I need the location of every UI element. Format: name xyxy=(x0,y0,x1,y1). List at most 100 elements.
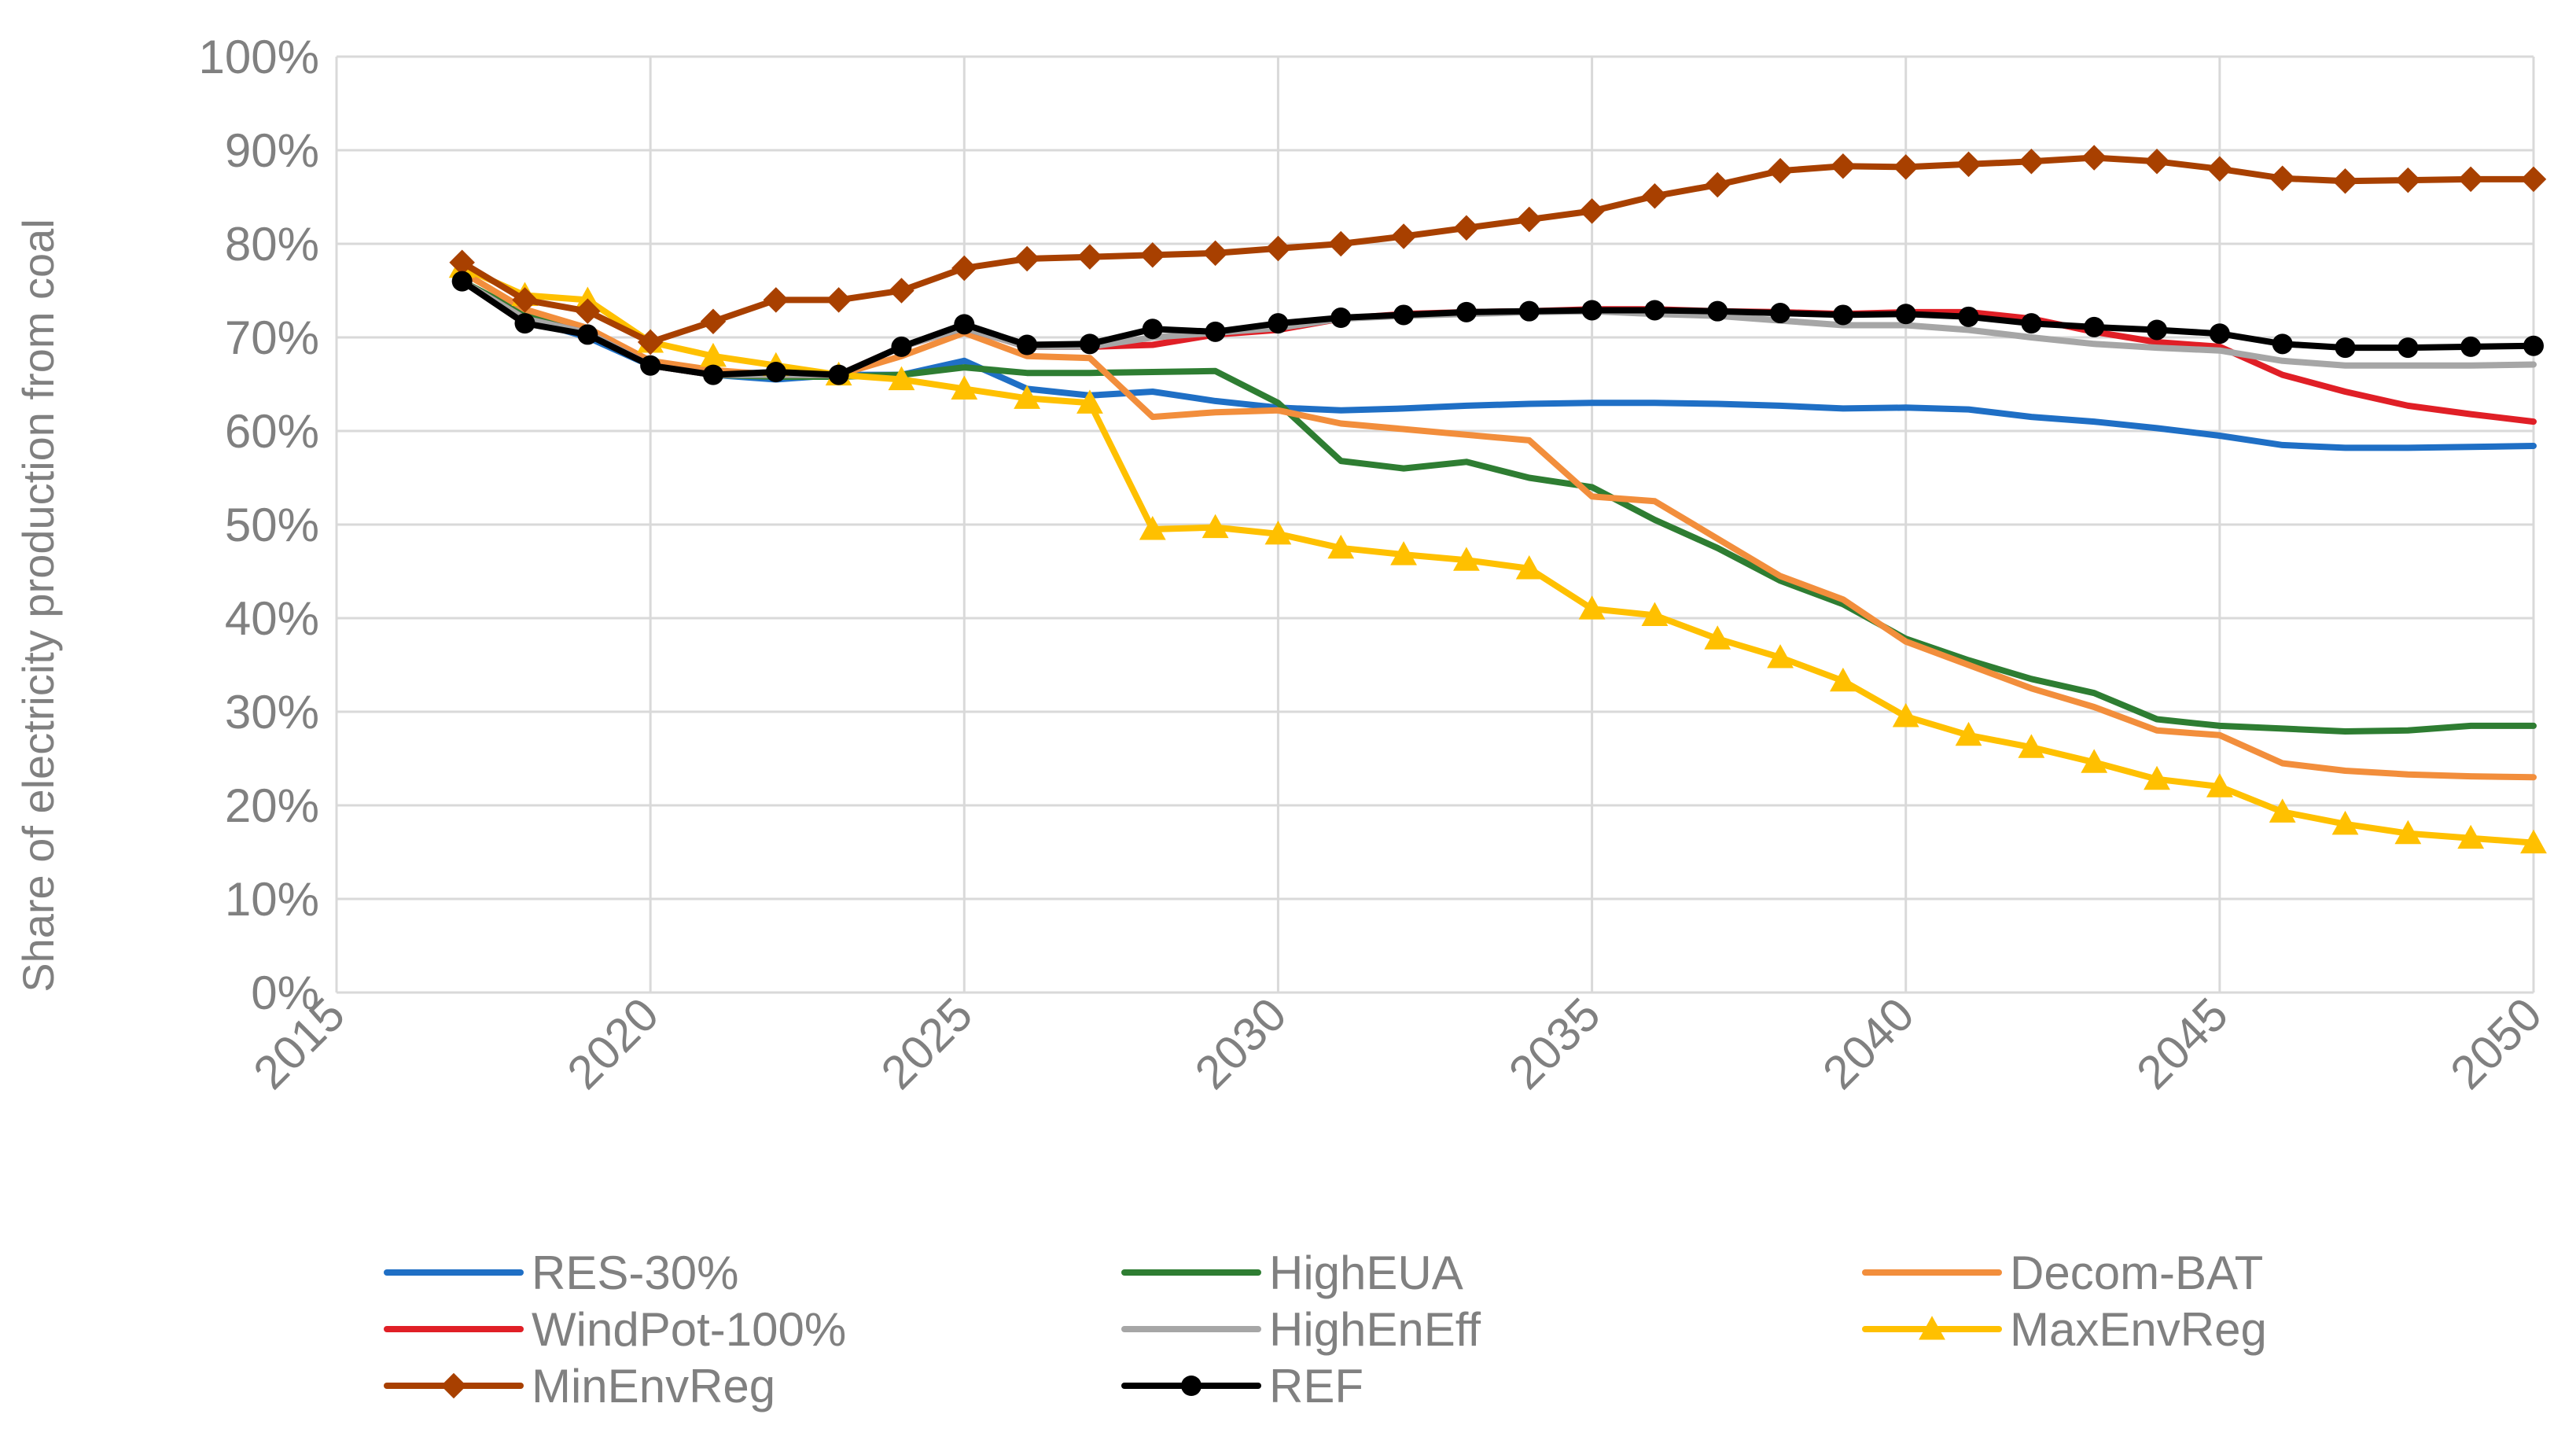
data-point xyxy=(1076,244,1103,270)
data-point xyxy=(954,314,975,335)
data-point xyxy=(1956,151,1982,178)
data-point xyxy=(888,366,915,391)
data-point xyxy=(1642,183,1668,209)
data-point xyxy=(1644,300,1665,321)
series-line-minenvreg xyxy=(458,154,2537,345)
data-point xyxy=(1014,245,1040,272)
data-point xyxy=(1328,230,1354,257)
data-point xyxy=(1704,171,1731,198)
data-point xyxy=(1829,667,1857,692)
data-point xyxy=(1832,304,1853,326)
gridlines xyxy=(335,55,2535,994)
data-point xyxy=(1202,514,1229,539)
data-point xyxy=(1139,516,1166,540)
legend-item-ref: REF xyxy=(1121,1360,1363,1412)
data-point xyxy=(1265,235,1291,262)
y-tick-label: 70% xyxy=(225,311,319,364)
data-point xyxy=(1014,385,1041,409)
data-point xyxy=(1767,644,1794,668)
series-line-maxenvreg xyxy=(458,263,2537,846)
data-point xyxy=(1453,547,1480,571)
data-point xyxy=(951,375,978,400)
data-point xyxy=(2018,734,2045,758)
legend-item-minenvreg: MinEnvReg xyxy=(384,1360,775,1412)
data-point xyxy=(512,287,538,313)
data-point xyxy=(2081,749,2108,773)
data-point xyxy=(1327,534,1355,559)
legend-item-res-30: RES-30% xyxy=(384,1247,738,1299)
data-point xyxy=(2520,829,2547,854)
data-point xyxy=(2144,765,2170,790)
data-point xyxy=(1578,595,1606,620)
data-point xyxy=(891,336,912,357)
data-point xyxy=(1017,334,1038,355)
data-point xyxy=(1581,300,1603,321)
data-point xyxy=(1142,319,1163,340)
y-tick-label: 0% xyxy=(251,967,319,1019)
y-tick-label: 20% xyxy=(225,779,319,832)
data-point xyxy=(951,255,977,282)
data-point xyxy=(577,324,598,345)
data-point xyxy=(889,278,914,304)
data-point xyxy=(826,287,852,313)
data-point xyxy=(1958,306,1979,327)
data-point xyxy=(1707,300,1728,322)
data-point xyxy=(2081,145,2107,171)
y-axis-title: Share of electricity production from coa… xyxy=(13,219,63,993)
data-point xyxy=(1202,240,1228,267)
data-point xyxy=(514,313,535,334)
data-point xyxy=(2335,337,2356,359)
data-point xyxy=(1390,541,1417,565)
data-point xyxy=(1892,703,1919,727)
x-tick-label: 2030 xyxy=(1185,988,1297,1099)
data-point xyxy=(2269,798,2296,823)
data-point xyxy=(2520,166,2547,193)
y-tick-label: 40% xyxy=(225,592,319,645)
series-line-ref xyxy=(458,278,2537,378)
x-tick-label: 2020 xyxy=(558,988,669,1099)
legend-item-higheneff: HighEnEff xyxy=(1121,1303,1481,1356)
data-point xyxy=(640,355,661,376)
data-point xyxy=(828,364,849,385)
legend-item-decom-bat: Decom-BAT xyxy=(1862,1247,2263,1299)
data-point xyxy=(2209,323,2230,344)
legend-label: MinEnvReg xyxy=(532,1360,775,1412)
data-point xyxy=(1393,304,1415,326)
data-point xyxy=(2331,810,2359,835)
data-point xyxy=(1330,308,1352,329)
data-point xyxy=(2457,166,2484,193)
data-point xyxy=(2395,167,2421,193)
data-point xyxy=(1770,303,1791,324)
series-maxenvreg xyxy=(448,253,2547,854)
x-tick-label: 2025 xyxy=(871,988,983,1099)
legend-item-windpot-100: WindPot-100% xyxy=(384,1303,846,1356)
legend-label: Decom-BAT xyxy=(2010,1247,2263,1299)
data-point xyxy=(1390,223,1417,249)
data-point xyxy=(2272,333,2293,355)
data-point xyxy=(2269,165,2295,191)
data-point xyxy=(2206,773,2233,797)
legend-item-maxenvreg: MaxEnvReg xyxy=(1862,1303,2267,1356)
data-point xyxy=(1268,313,1289,334)
series-ref xyxy=(451,271,2544,385)
data-point xyxy=(1455,301,1477,322)
data-point xyxy=(1893,154,1919,180)
legend-label: HighEnEff xyxy=(1269,1303,1481,1356)
data-point xyxy=(2144,149,2170,175)
legend-label: MaxEnvReg xyxy=(2010,1303,2267,1356)
legend: RES-30% HighEUA Decom-BAT WindPot-100% HighE… xyxy=(384,1247,2267,1412)
legend-marker xyxy=(1181,1376,1202,1396)
data-point xyxy=(2398,337,2419,359)
data-point xyxy=(575,298,601,324)
x-tick-label: 2040 xyxy=(1812,988,1924,1099)
legend-marker xyxy=(440,1372,467,1399)
legend-item-higheua: HighEUA xyxy=(1121,1247,1463,1299)
legend-label: RES-30% xyxy=(532,1247,738,1299)
data-point xyxy=(637,329,664,355)
data-point xyxy=(1895,304,1916,325)
data-point xyxy=(2084,316,2105,337)
data-point xyxy=(1579,198,1605,224)
legend-marker xyxy=(1919,1316,1945,1340)
data-point xyxy=(2018,149,2044,175)
